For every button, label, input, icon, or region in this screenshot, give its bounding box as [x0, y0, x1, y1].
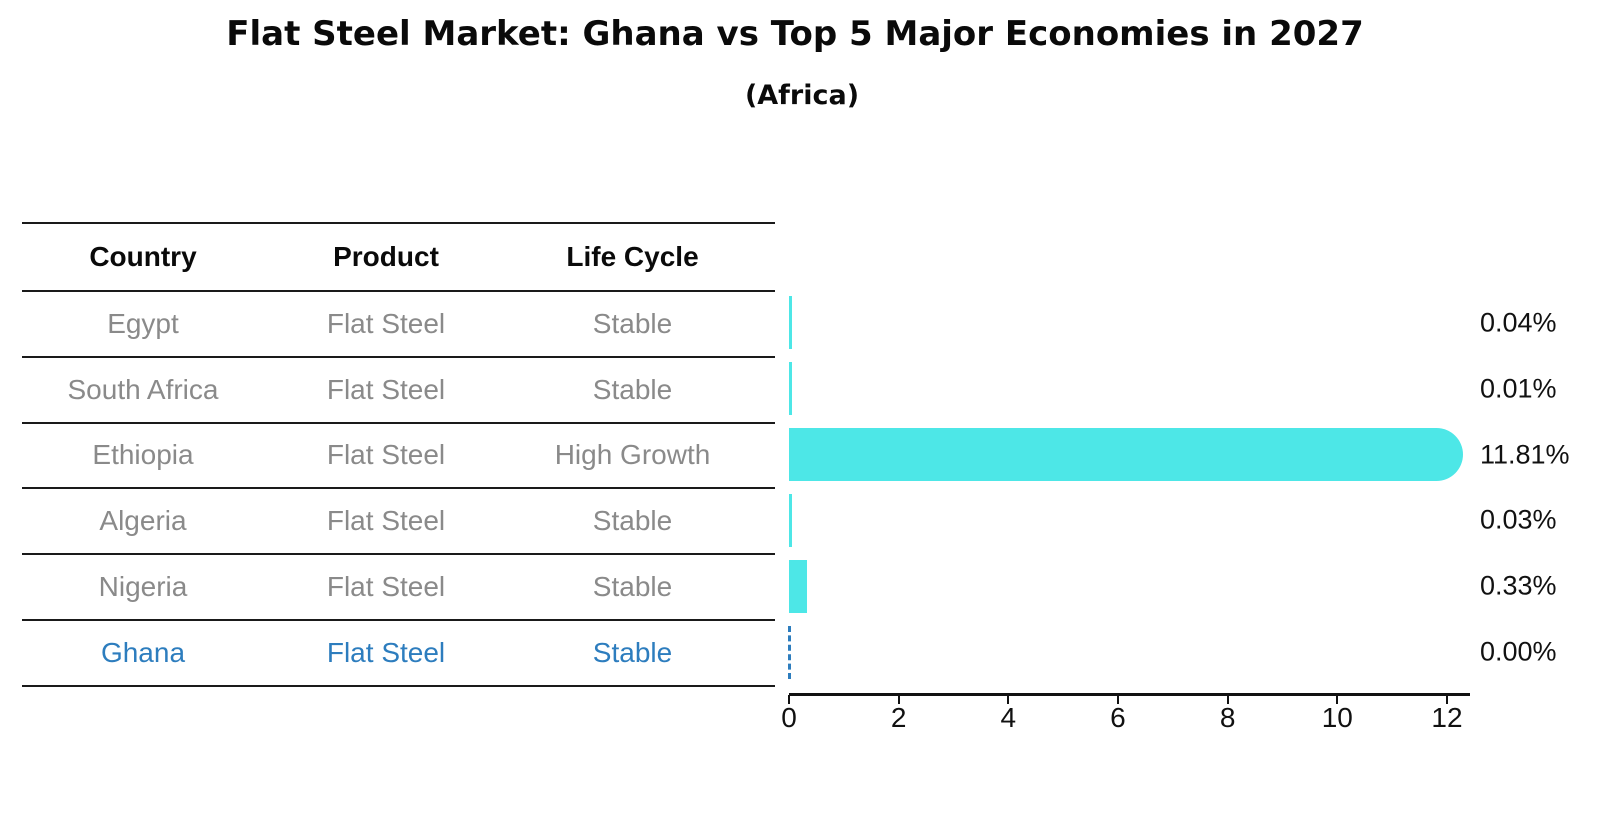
- lifecycle-cell: Stable: [592, 571, 673, 603]
- x-axis-line: [789, 693, 1470, 696]
- x-axis-tick-label: 6: [1110, 702, 1126, 733]
- product-cell: Flat Steel: [326, 505, 446, 537]
- x-axis-tick: [1336, 695, 1339, 704]
- table-row: Algeria Flat Steel Stable: [22, 489, 775, 556]
- lifecycle-cell: High Growth: [554, 439, 711, 471]
- table-row: South Africa Flat Steel Stable: [22, 358, 775, 424]
- table-body: Egypt Flat Steel Stable South Africa Flat St…: [22, 292, 775, 687]
- x-axis-tick: [1116, 695, 1119, 704]
- table-row: Ghana Flat Steel Stable: [22, 621, 775, 687]
- country-cell: Nigeria: [98, 571, 188, 603]
- comparison-table: Country Product Life Cycle Egypt Flat Ste…: [22, 222, 775, 687]
- table-row: Nigeria Flat Steel Stable: [22, 555, 775, 621]
- country-cell: Ghana: [100, 636, 186, 668]
- table-row: Ethiopia Flat Steel High Growth: [22, 424, 775, 490]
- product-cell: Flat Steel: [326, 439, 446, 471]
- value-bar: [789, 296, 792, 350]
- value-bar: [789, 559, 808, 613]
- country-cell: Ethiopia: [92, 439, 194, 471]
- value-bar: [789, 428, 1464, 482]
- chart-subtitle: (Africa): [744, 80, 860, 111]
- value-label: 0.33%: [1480, 570, 1557, 601]
- value-bar: [789, 362, 792, 416]
- x-axis-tick: [788, 695, 790, 704]
- value-label: 0.03%: [1480, 504, 1557, 535]
- product-cell: Flat Steel: [326, 571, 446, 603]
- x-axis-tick: [1445, 695, 1448, 704]
- chart-title: Flat Steel Market: Ghana vs Top 5 Major …: [226, 14, 1364, 54]
- value-label: 0.04%: [1480, 307, 1557, 338]
- lifecycle-cell: Stable: [592, 307, 673, 339]
- product-cell: Flat Steel: [326, 373, 446, 405]
- x-axis-tick: [897, 695, 900, 704]
- country-cell: Egypt: [107, 307, 179, 339]
- lifecycle-cell: Stable: [592, 373, 673, 405]
- lifecycle-cell: Stable: [592, 636, 673, 668]
- country-cell: South Africa: [67, 373, 219, 405]
- x-axis-tick-label: 0: [781, 702, 797, 733]
- zero-value-dashed-marker: [788, 625, 791, 679]
- product-cell: Flat Steel: [326, 636, 446, 668]
- x-axis-tick-label: 4: [1000, 702, 1017, 733]
- col-header-lifecycle: Life Cycle: [566, 241, 699, 272]
- col-header-country: Country: [89, 241, 197, 272]
- x-axis-tick: [1226, 695, 1229, 704]
- value-label: 0.00%: [1480, 636, 1557, 667]
- value-label: 11.81%: [1480, 439, 1570, 470]
- x-axis-tick-label: 8: [1219, 702, 1236, 733]
- table-header-row: Country Product Life Cycle: [22, 224, 775, 292]
- value-bar: [789, 493, 792, 547]
- x-axis-tick-label: 10: [1321, 702, 1353, 733]
- table-row: Egypt Flat Steel Stable: [22, 292, 775, 358]
- lifecycle-cell: Stable: [592, 505, 673, 537]
- country-cell: Algeria: [99, 505, 187, 537]
- x-axis-tick: [1007, 695, 1010, 704]
- col-header-product: Product: [333, 241, 439, 272]
- value-label: 0.01%: [1480, 373, 1557, 404]
- product-cell: Flat Steel: [326, 307, 446, 339]
- x-axis-tick-label: 12: [1431, 702, 1463, 733]
- x-axis-tick-label: 2: [890, 702, 907, 733]
